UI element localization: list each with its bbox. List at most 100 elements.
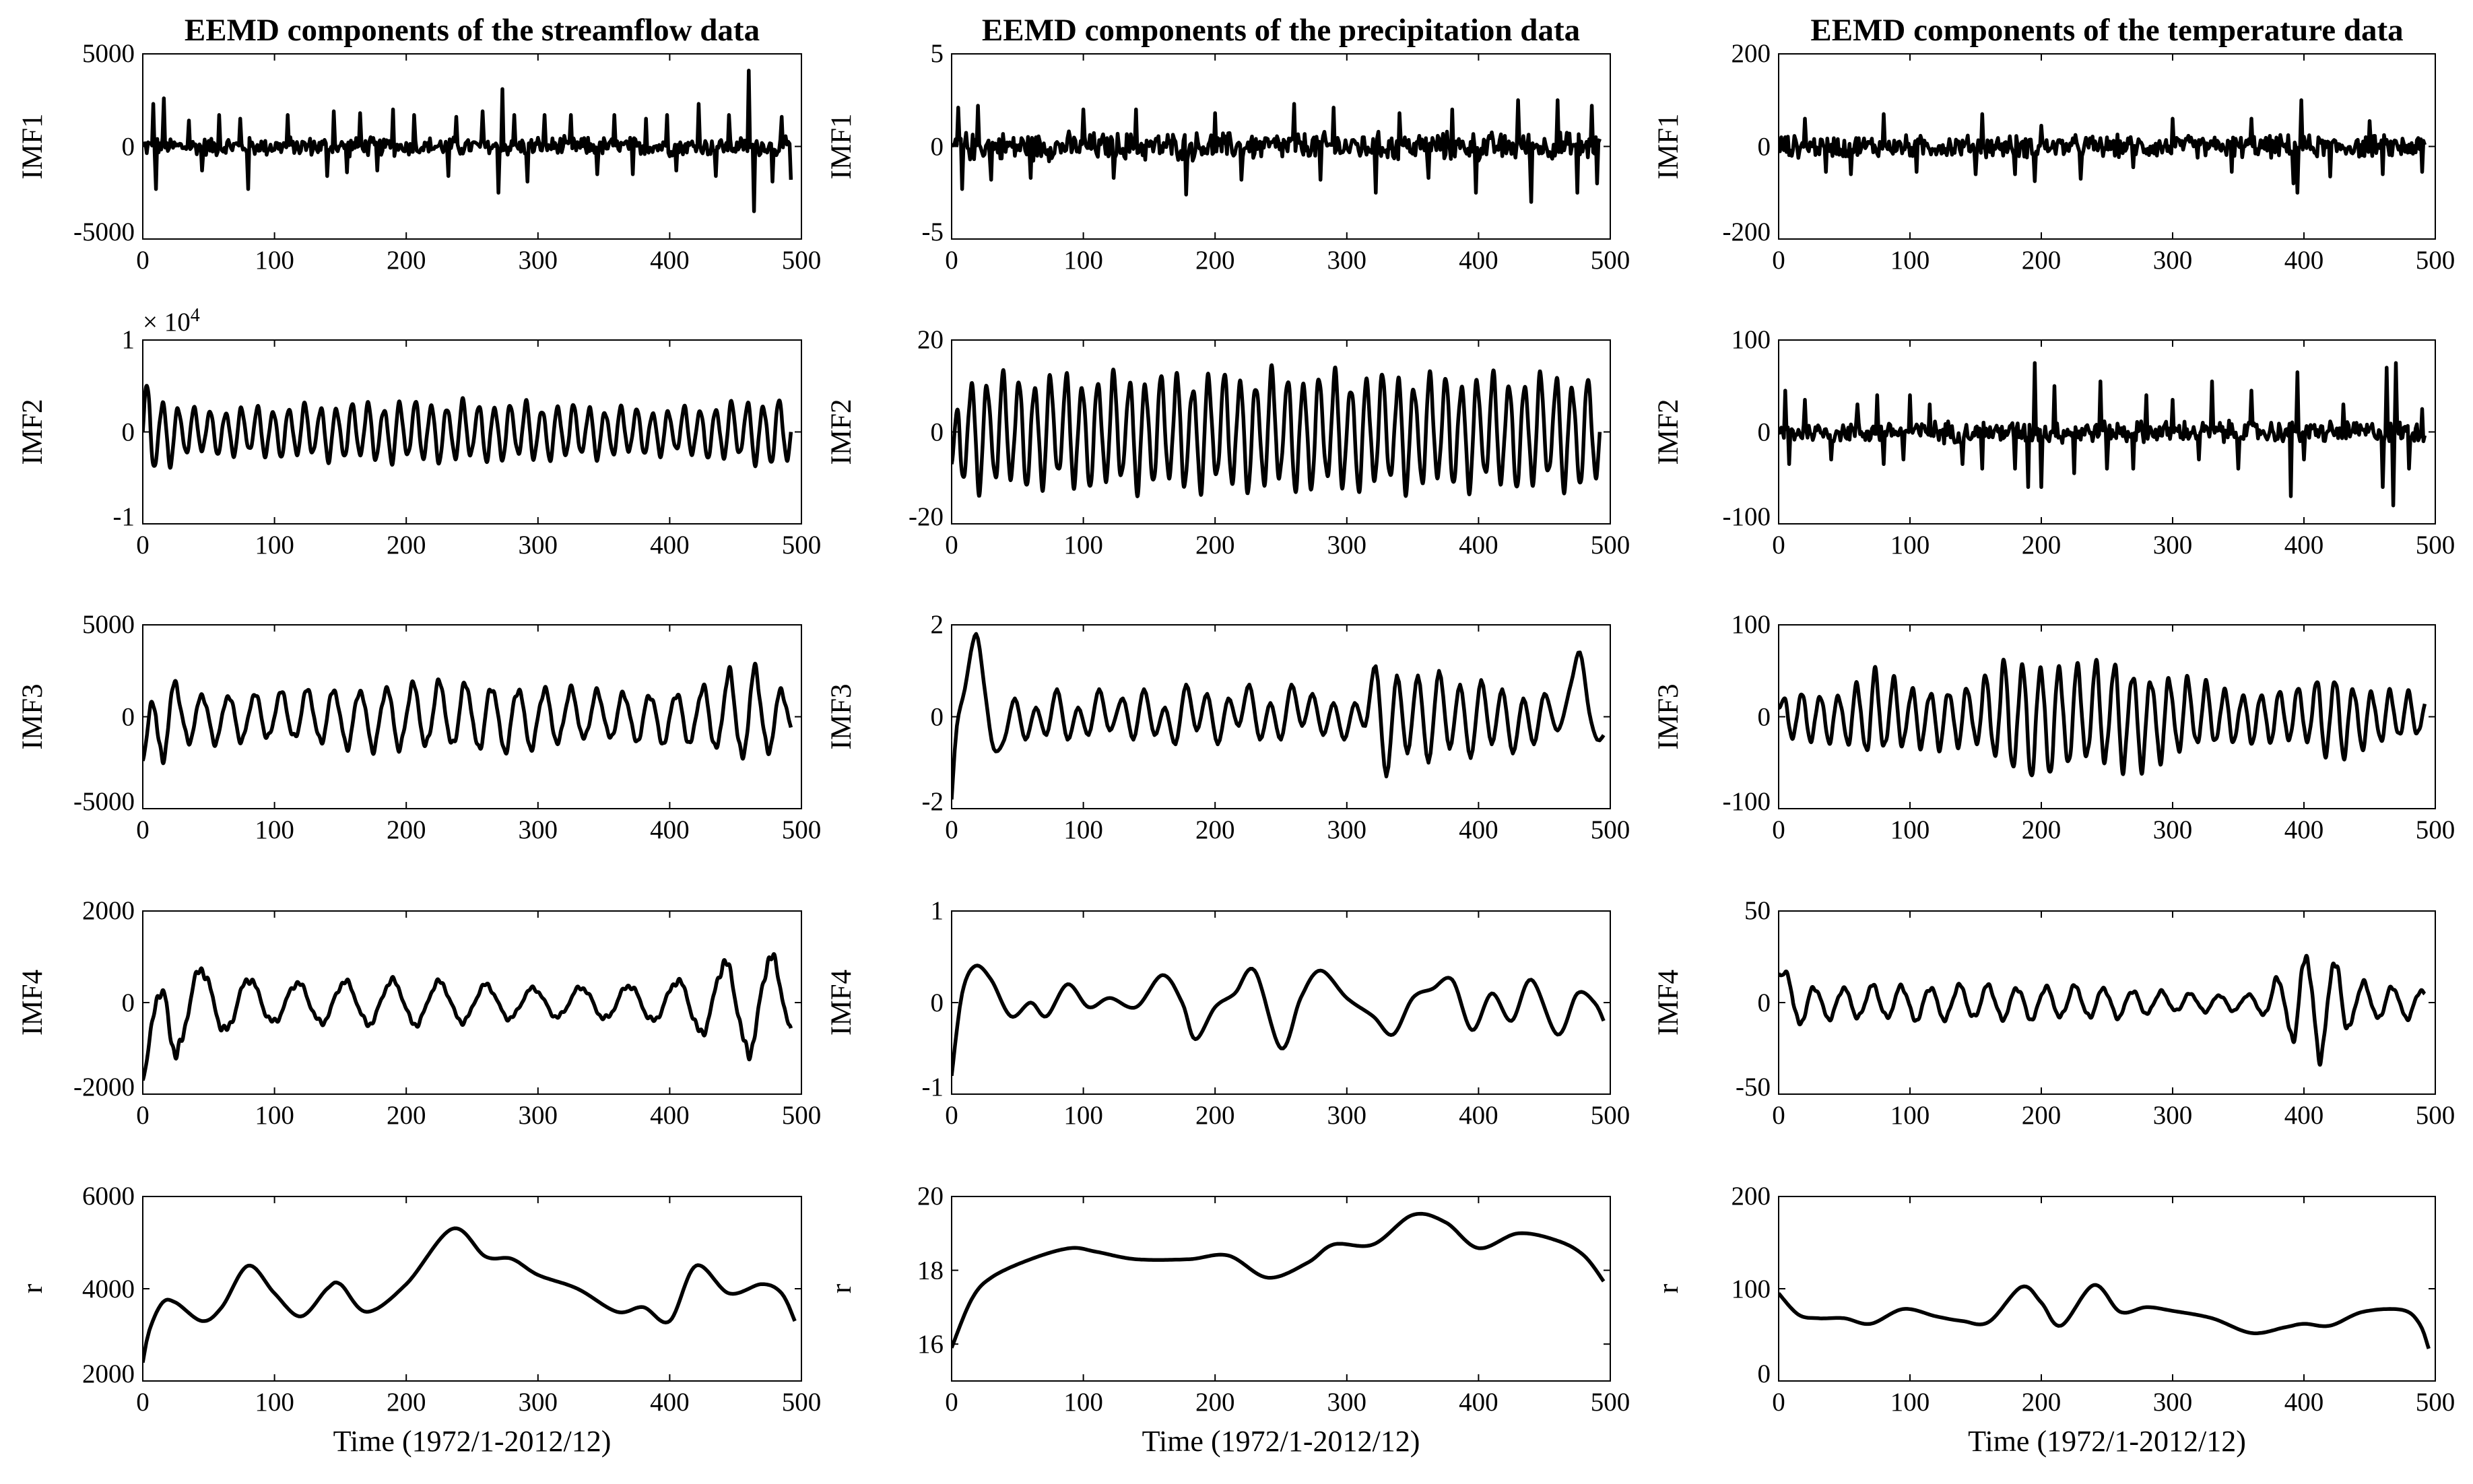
y-tick-label: 20: [917, 1182, 944, 1211]
y-tick-label: 0: [1758, 1359, 1771, 1388]
x-tick-label: 300: [519, 1101, 558, 1130]
x-axis-label: Time (1972/1-2012/12): [1142, 1425, 1420, 1458]
x-tick-label: 300: [1327, 531, 1367, 560]
y-axis-label: IMF1: [1653, 114, 1684, 180]
x-tick-label: 200: [387, 815, 426, 844]
series-line: [1779, 98, 2427, 195]
x-tick-label: 400: [2284, 531, 2324, 560]
x-tick-label: 300: [1327, 1388, 1367, 1417]
x-tick-label: 100: [255, 1101, 294, 1130]
y-tick-label: 0: [931, 133, 944, 162]
x-tick-label: 300: [1327, 246, 1367, 275]
x-tick-label: 400: [1459, 246, 1498, 275]
x-tick-label: 300: [2153, 246, 2193, 275]
x-tick-label: 200: [1195, 531, 1235, 560]
x-tick-label: 200: [2022, 1101, 2062, 1130]
series-line: [143, 1226, 797, 1363]
y-axis-label: r: [826, 1284, 857, 1293]
x-tick-label: 200: [387, 246, 426, 275]
x-tick-label: 0: [1772, 1101, 1785, 1130]
x-tick-label: 100: [1890, 531, 1930, 560]
panel-r-streamflow: 0 100 200 300 400 500 2000 4000 6000 r Time (1972/…: [17, 1182, 821, 1458]
x-tick-label: 100: [255, 815, 294, 844]
y-tick-label: -100: [1723, 502, 1771, 531]
x-tick-label: 200: [387, 1388, 426, 1417]
x-tick-label: 500: [1591, 815, 1630, 844]
series-line: [952, 363, 1602, 498]
x-tick-label: 0: [1772, 246, 1785, 275]
x-tick-label: 400: [2284, 1388, 2324, 1417]
x-tick-label: 400: [650, 815, 690, 844]
y-axis-label: r: [1653, 1284, 1684, 1293]
y-tick-label: 0: [1758, 133, 1771, 162]
x-tick-label: 0: [945, 531, 958, 560]
axes-frame: [1778, 910, 2436, 1095]
x-tick-label: 400: [1459, 1101, 1498, 1130]
x-tick-label: 500: [782, 531, 822, 560]
y-tick-label: 4000: [82, 1275, 135, 1304]
y-tick-label: -1: [922, 1073, 944, 1102]
axes-frame: [951, 1196, 1611, 1382]
x-tick-label: 0: [1772, 1388, 1785, 1417]
axes-frame: [1778, 1196, 2436, 1382]
y-axis-label: IMF1: [826, 114, 857, 180]
series-line: [1779, 657, 2427, 778]
series-line: [1779, 953, 2427, 1067]
x-tick-label: 0: [136, 1101, 150, 1130]
x-tick-label: 500: [2416, 531, 2455, 560]
x-tick-label: 100: [255, 531, 294, 560]
x-tick-label: 500: [2416, 1388, 2455, 1417]
x-tick-label: 0: [1772, 815, 1785, 844]
x-tick-label: 300: [519, 531, 558, 560]
y-tick-label: -200: [1723, 217, 1771, 246]
x-tick-label: 300: [519, 246, 558, 275]
y-tick-label: 200: [1732, 1182, 1771, 1211]
x-tick-label: 200: [2022, 531, 2062, 560]
x-tick-label: 500: [782, 1101, 822, 1130]
x-tick-label: 400: [650, 1101, 690, 1130]
y-axis-label: r: [17, 1284, 48, 1293]
y-tick-label: 50: [1744, 896, 1771, 925]
y-tick-label: -2000: [73, 1073, 135, 1102]
axes-frame: [1778, 624, 2436, 809]
panel-title: EEMD components of the streamflow data: [185, 13, 760, 48]
axes-frame: [951, 910, 1611, 1095]
y-tick-label: -1: [113, 502, 135, 531]
x-tick-label: 0: [945, 1388, 958, 1417]
y-axis-label: IMF2: [17, 399, 48, 465]
series-line: [1779, 1283, 2431, 1349]
y-tick-label: 2000: [82, 896, 135, 925]
y-axis-label: IMF3: [1653, 684, 1684, 750]
x-tick-label: 100: [1063, 1388, 1103, 1417]
x-tick-label: 100: [1063, 1101, 1103, 1130]
x-tick-label: 400: [2284, 1101, 2324, 1130]
x-tick-label: 300: [519, 815, 558, 844]
x-tick-label: 100: [1063, 246, 1103, 275]
x-tick-label: 400: [2284, 246, 2324, 275]
x-tick-label: 500: [782, 1388, 822, 1417]
x-tick-label: 100: [1890, 1101, 1930, 1130]
y-axis-label: IMF4: [826, 970, 857, 1036]
x-tick-label: 400: [650, 531, 690, 560]
x-tick-label: 400: [1459, 531, 1498, 560]
y-tick-label: -5000: [73, 217, 135, 246]
x-tick-label: 200: [387, 531, 426, 560]
y-tick-label: -2: [922, 787, 944, 816]
y-tick-label: 0: [122, 418, 135, 447]
x-tick-label: 400: [650, 1388, 690, 1417]
x-tick-label: 300: [2153, 1388, 2193, 1417]
x-tick-label: 100: [1890, 815, 1930, 844]
x-tick-label: 100: [1063, 531, 1103, 560]
x-tick-label: 200: [2022, 815, 2062, 844]
y-tick-label: 0: [1758, 988, 1771, 1017]
series-line: [952, 98, 1602, 204]
y-tick-label: 0: [931, 988, 944, 1017]
x-tick-label: 0: [945, 1101, 958, 1130]
y-tick-label: 5000: [82, 39, 135, 68]
series-line: [143, 69, 793, 213]
